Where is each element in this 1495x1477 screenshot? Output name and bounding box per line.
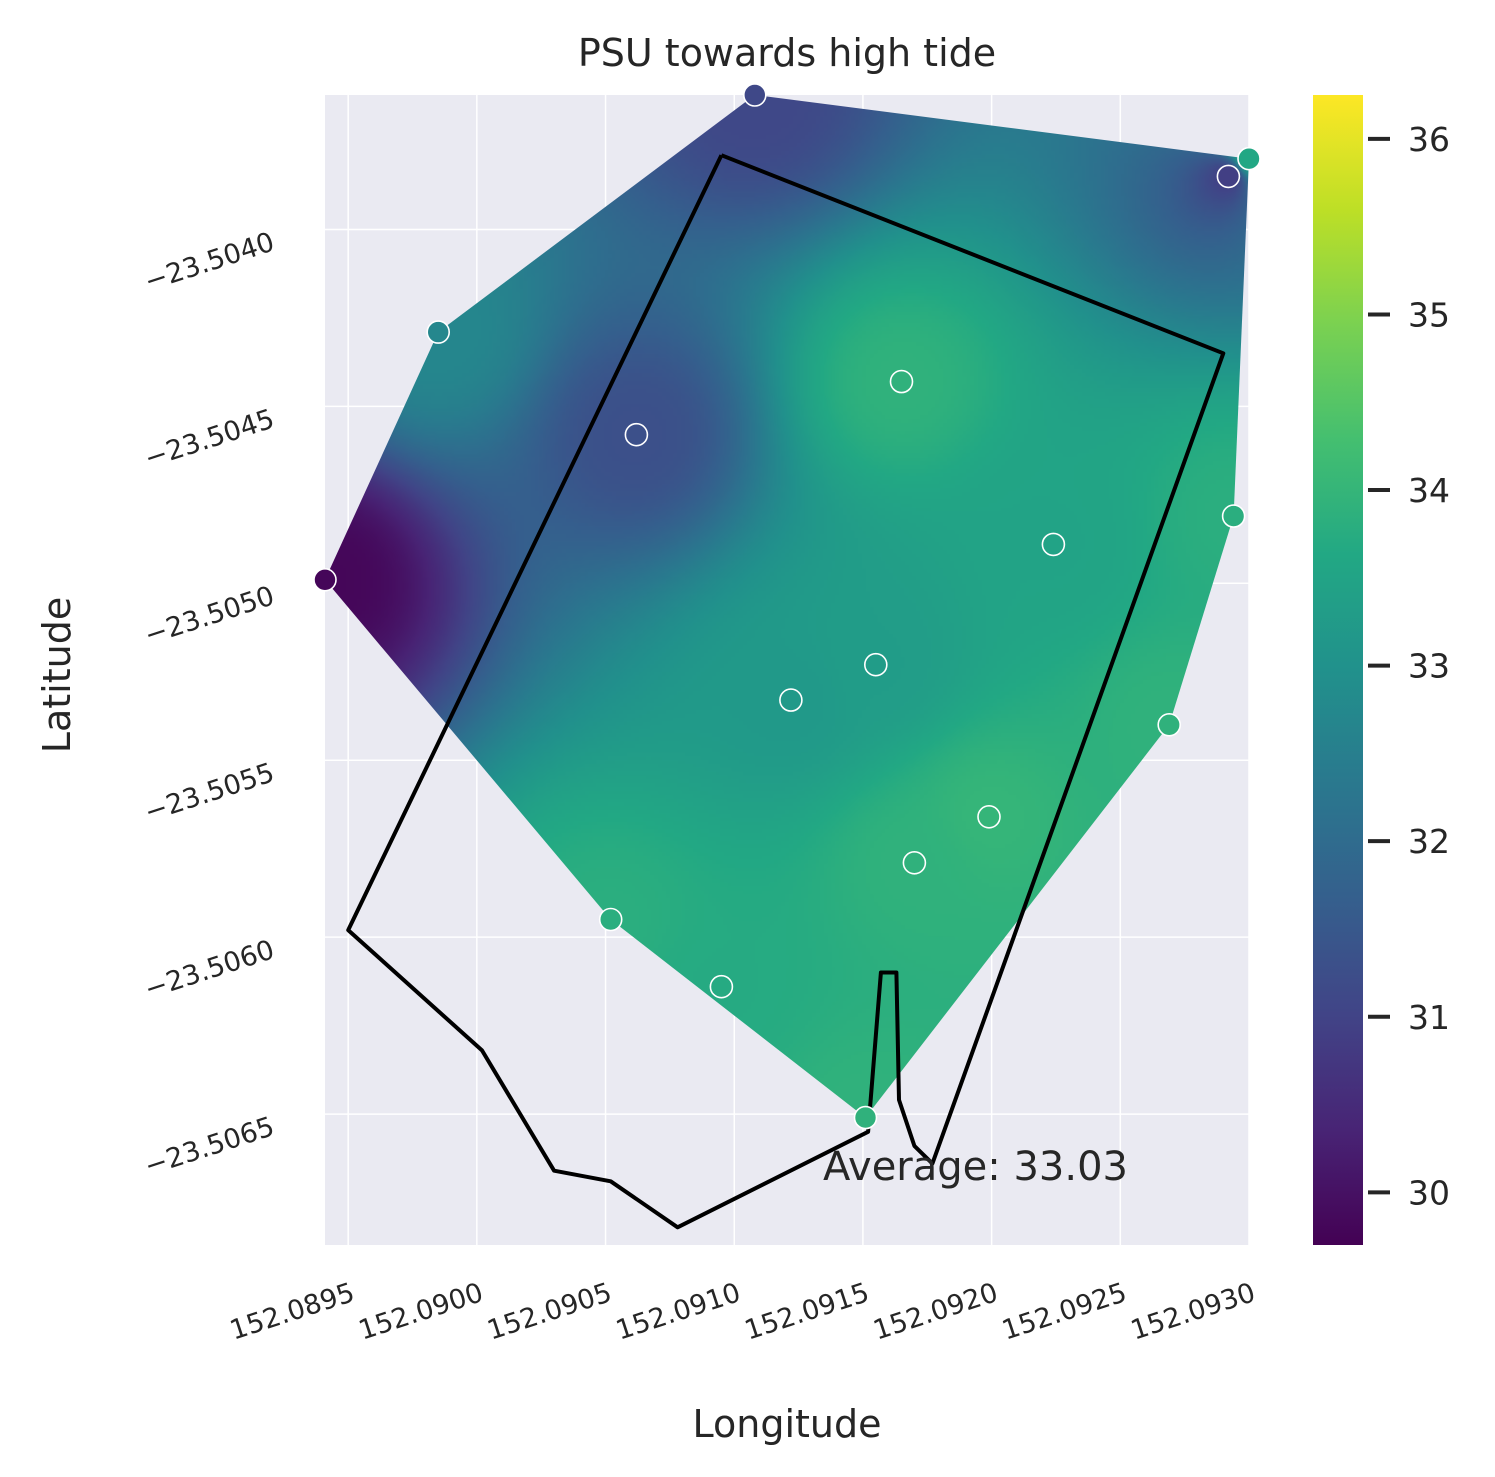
x-tick-labels: 152.0895152.0900152.0905152.0910152.0915… bbox=[226, 1277, 1259, 1346]
sample-point bbox=[853, 1105, 878, 1130]
x-tick-label: 152.0895 bbox=[226, 1277, 358, 1346]
sample-point bbox=[1237, 146, 1261, 171]
sample-point bbox=[709, 974, 734, 999]
y-tick-label: −23.5060 bbox=[141, 934, 278, 1005]
average-annotation: Average: 33.03 bbox=[823, 1144, 1128, 1190]
sample-point bbox=[863, 652, 888, 677]
colorbar-tick-label: 33 bbox=[1408, 647, 1450, 686]
y-tick-label: −23.5065 bbox=[141, 1111, 278, 1182]
x-tick-label: 152.0910 bbox=[612, 1277, 744, 1346]
y-tick-label: −23.5040 bbox=[141, 227, 278, 298]
sample-point bbox=[742, 83, 767, 107]
y-tick-labels: −23.5040 −23.5045 −23.5050 −23.5055 −23.5060… bbox=[141, 227, 278, 1183]
x-axis-title: Longitude bbox=[693, 1402, 882, 1446]
y-tick-label: −23.5055 bbox=[141, 757, 278, 828]
sample-point bbox=[1221, 504, 1246, 528]
sample-points bbox=[313, 83, 1261, 1130]
sample-point bbox=[624, 422, 649, 447]
colorbar-ticks: 30 31 32 33 34 35 36 bbox=[1368, 120, 1450, 1212]
sample-point bbox=[598, 907, 623, 932]
x-tick-label: 152.0905 bbox=[484, 1277, 616, 1346]
y-tick-label: −23.5045 bbox=[141, 404, 278, 475]
sample-point bbox=[1041, 532, 1066, 557]
colorbar-tick-label: 30 bbox=[1408, 1173, 1450, 1212]
y-axis-title: Latitude bbox=[35, 597, 79, 753]
x-tick-label: 152.0900 bbox=[355, 1277, 487, 1346]
y-tick-label: −23.5050 bbox=[141, 580, 278, 651]
colorbar-tick-label: 31 bbox=[1408, 998, 1450, 1037]
x-tick-label: 152.0930 bbox=[1127, 1277, 1259, 1346]
sample-point bbox=[902, 850, 927, 875]
sample-point bbox=[1157, 712, 1181, 737]
sample-point bbox=[1216, 164, 1241, 189]
x-tick-label: 152.0915 bbox=[741, 1277, 873, 1346]
sample-point bbox=[889, 369, 914, 394]
x-tick-label: 152.0920 bbox=[870, 1277, 1002, 1346]
colorbar-tick-label: 35 bbox=[1408, 296, 1450, 335]
sample-point bbox=[779, 688, 803, 712]
sample-point bbox=[977, 804, 1001, 829]
x-tick-label: 152.0925 bbox=[998, 1277, 1130, 1346]
colorbar-tick-label: 36 bbox=[1408, 120, 1450, 159]
sample-point bbox=[426, 320, 451, 344]
site-boundary-outline bbox=[346, 153, 1226, 1230]
sample-point bbox=[313, 567, 337, 592]
colorbar-tick-label: 34 bbox=[1408, 471, 1450, 510]
colorbar bbox=[1313, 95, 1363, 1245]
chart-title: PSU towards high tide bbox=[578, 31, 996, 75]
colorbar-tick-label: 32 bbox=[1408, 822, 1450, 861]
